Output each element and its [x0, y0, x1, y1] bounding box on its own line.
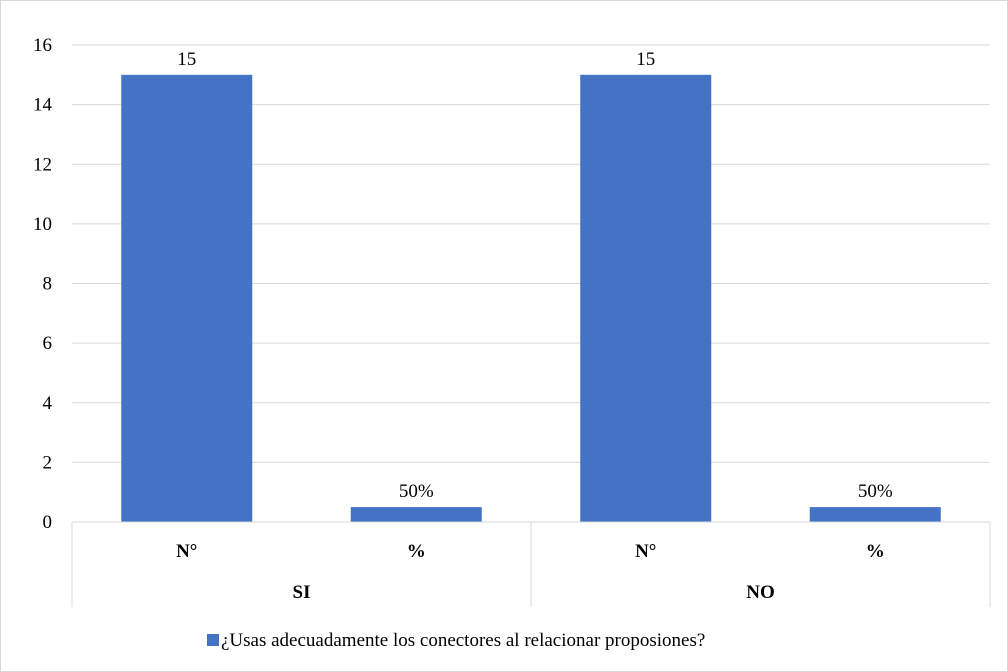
y-tick-label: 6 — [43, 333, 53, 354]
x-group-label: SI — [293, 582, 311, 603]
y-tick-label: 0 — [43, 512, 53, 533]
x-category-label: N° — [635, 541, 656, 562]
y-tick-label: 2 — [43, 452, 53, 473]
x-axis: N° % SI N° % NO — [71, 521, 991, 607]
data-labels: 15 50% 15 50% — [177, 49, 893, 502]
data-label: 15 — [177, 49, 196, 70]
y-tick-label: 16 — [33, 35, 52, 56]
y-tick-label: 14 — [33, 95, 53, 116]
data-label: 50% — [858, 481, 893, 502]
bar — [809, 507, 941, 522]
data-label: 15 — [636, 49, 655, 70]
y-axis-ticks: 0 2 4 6 8 10 12 14 16 — [33, 35, 53, 533]
legend: ¿Usas adecuadamente los conectores al re… — [207, 630, 705, 651]
y-tick-label: 12 — [33, 154, 52, 175]
bar — [350, 507, 482, 522]
bar — [580, 74, 712, 522]
x-category-label: N° — [176, 541, 197, 562]
y-tick-label: 8 — [43, 274, 53, 295]
y-tick-label: 4 — [43, 393, 53, 414]
x-category-label: % — [407, 541, 426, 562]
legend-swatch — [207, 634, 219, 646]
legend-label: ¿Usas adecuadamente los conectores al re… — [221, 630, 705, 651]
x-group-label: NO — [746, 582, 775, 603]
data-label: 50% — [399, 481, 434, 502]
bars — [121, 74, 941, 522]
bar — [121, 74, 253, 522]
y-tick-label: 10 — [33, 214, 52, 235]
x-category-label: % — [866, 541, 885, 562]
